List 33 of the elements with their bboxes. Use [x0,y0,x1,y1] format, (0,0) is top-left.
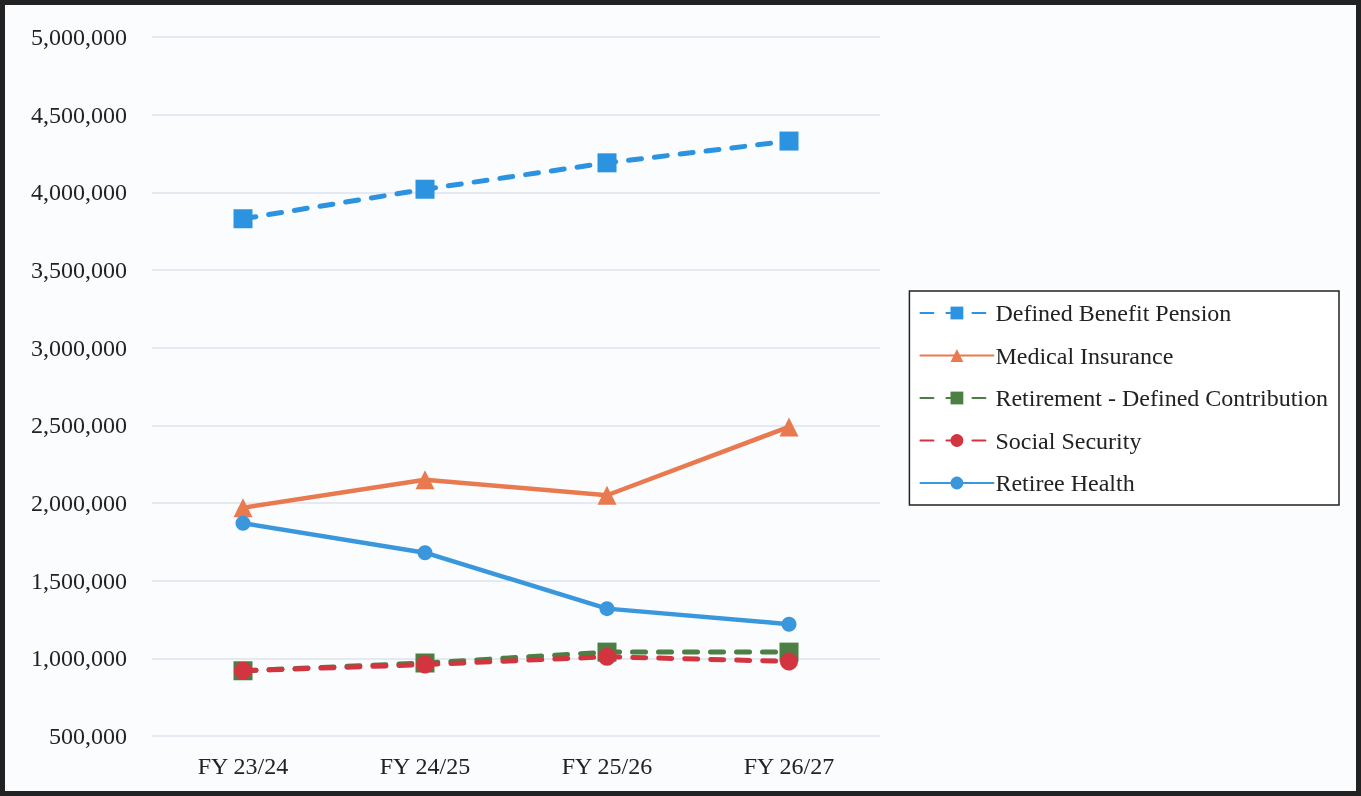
point [779,131,799,151]
point [599,601,615,617]
point [780,652,798,671]
legend-label: Medical Insurance [995,342,1174,369]
point [235,515,251,531]
y-tick-label: 1,500,000 [31,567,127,594]
y-tick-label: 4,500,000 [31,101,127,128]
point [233,498,253,518]
x-tick-label: FY 23/24 [197,753,289,779]
y-tick-label: 4,000,000 [31,179,127,206]
point [779,417,799,437]
y-tick-label: 3,000,000 [31,334,127,361]
point [233,209,253,229]
x-tick-label: FY 24/25 [379,753,471,779]
y-tick-label: 5,000,000 [31,24,127,50]
point [417,545,433,561]
x-tick-label: FY 25/26 [561,753,653,779]
legend-label: Social Security [995,427,1142,454]
legend-label: Defined Benefit Pension [995,300,1232,326]
x-tick-label: FY 26/27 [743,753,835,779]
y-tick-label: 500,000 [49,723,127,749]
point [598,647,616,666]
point [415,470,435,490]
legend-label: Retiree Health [995,470,1135,496]
legend-label: Retirement - Defined Contribution [995,385,1328,411]
y-tick-label: 2,500,000 [31,412,127,439]
point [781,616,797,632]
point [597,485,617,505]
y-tick-label: 2,000,000 [31,490,127,516]
y-tick-label: 1,000,000 [31,645,127,672]
point [415,179,435,199]
y-tick-label: 3,500,000 [31,257,127,283]
point [597,153,617,173]
